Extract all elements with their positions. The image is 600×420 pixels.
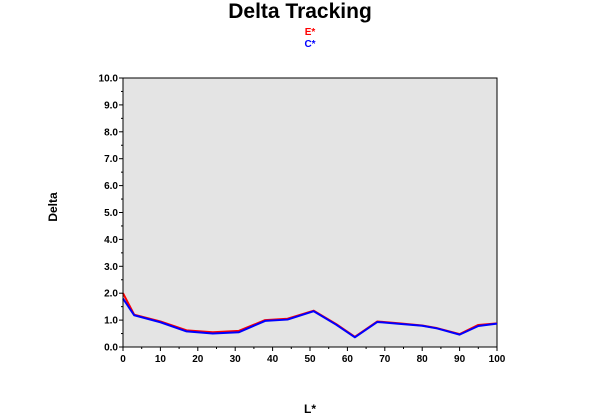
x-tick-label: 70: [379, 354, 391, 365]
y-tick-label: 5.0: [104, 208, 118, 219]
x-tick-label: 50: [304, 354, 316, 365]
y-tick-label: 4.0: [104, 235, 118, 246]
legend-entry-e: E*: [304, 27, 316, 38]
chart-title: Delta Tracking: [228, 0, 372, 23]
x-tick-label: 10: [155, 354, 167, 365]
x-tick-label: 60: [342, 354, 354, 365]
x-tick-label: 30: [230, 354, 242, 365]
x-tick-label: 40: [267, 354, 279, 365]
legend-entry-c: C*: [304, 39, 316, 50]
y-tick-label: 2.0: [104, 289, 118, 300]
x-tick-label: 100: [489, 354, 506, 365]
x-ticks: 0 10 20 30 40 50 60 70 80 90 100: [120, 347, 506, 365]
y-tick-label: 10.0: [99, 74, 119, 85]
legend: E* C*: [0, 27, 600, 51]
y-tick-label: 9.0: [104, 100, 118, 111]
y-tick-label: 7.0: [104, 154, 118, 165]
series-layer: [122, 292, 498, 339]
y-tick-label: 6.0: [104, 181, 118, 192]
y-tick-label: 0.0: [104, 343, 118, 354]
plot-area: [122, 77, 498, 348]
x-tick-label: 20: [192, 354, 204, 365]
x-tick-label: 90: [454, 354, 466, 365]
y-tick-label: 3.0: [104, 262, 118, 273]
x-tick-label: 0: [120, 354, 126, 365]
series-line-c: [122, 298, 498, 339]
x-tick-label: 80: [417, 354, 429, 365]
y-tick-label: 8.0: [104, 127, 118, 138]
x-axis-label: L*: [304, 402, 316, 416]
y-tick-label: 1.0: [104, 316, 118, 327]
y-ticks: 0.0 1.0 2.0 3.0 4.0 5.0 6.0 7.0 8.0 9.0 10.0: [99, 74, 123, 354]
